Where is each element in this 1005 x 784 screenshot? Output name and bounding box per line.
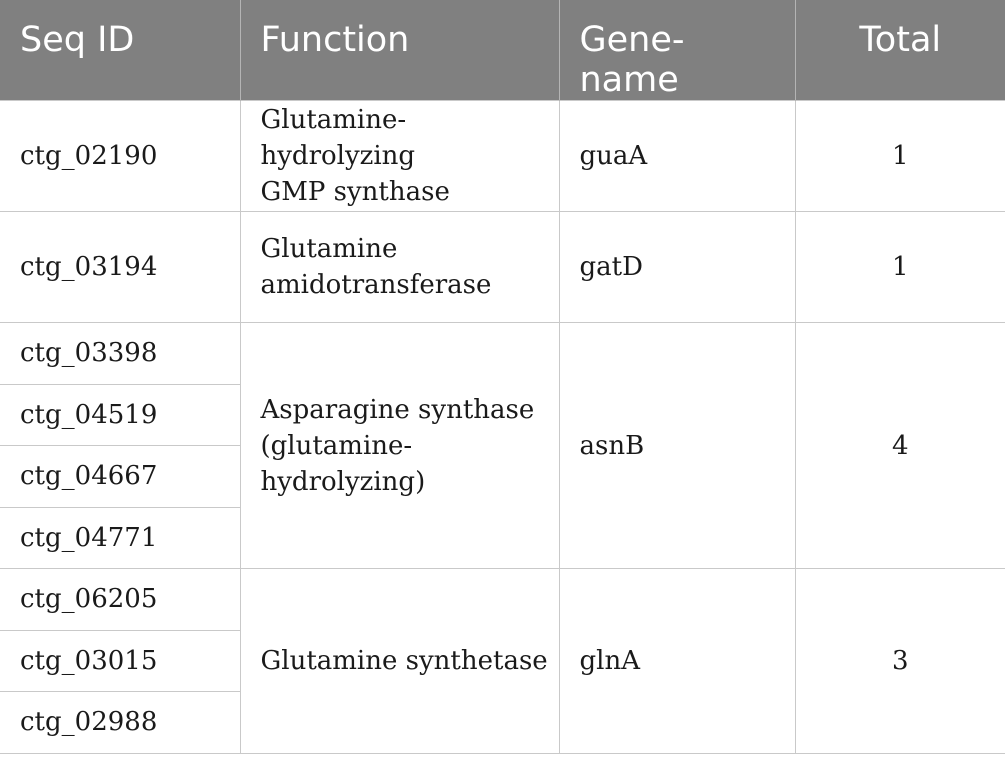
function-line: (glutamine- [260,430,413,461]
seq-id-cell: ctg_03194 [0,211,241,323]
function-cell: Glutamine-hydrolyzing GMP synthase [239,100,560,212]
table-row: ctg_04667 [0,445,1005,508]
seq-id-cell: ctg_04771 [0,506,241,569]
table-row: ctg_02190 Glutamine-hydrolyzing GMP synth… [0,100,1005,212]
total-cell: 1 [794,100,1005,212]
header-gene-line2: name [579,60,679,100]
seq-id-cell: ctg_02190 [0,100,241,212]
seq-id-cell: ctg_02988 [0,691,241,754]
header-gene-name: Gene-name [559,0,796,101]
seq-id-cell: ctg_03015 [0,629,241,692]
seq-id-cell: ctg_06205 [0,568,241,631]
header-row: Seq ID Function Gene-name Total [0,0,1005,101]
function-line: GMP synthase [260,177,450,207]
gene-cell: asnB [558,322,796,569]
table-row: ctg_06205 Glutamine synthetase glnA 3 [0,568,1005,754]
table-row: ctg_03194 Glutamine amidotransferase gatD… [0,211,1005,323]
data-table: Seq ID Function Gene-name Total ctg_0219… [0,0,1005,754]
header-seq-id: Seq ID [0,0,241,101]
function-line: Glutamine-hydrolyzing [260,105,416,171]
header-function: Function [240,0,560,101]
total-cell: 4 [794,322,1005,569]
table-row: ctg_03398 Asparagine synthase (glutamine-… [0,322,1005,569]
function-cell: Glutamine synthetase [239,568,560,754]
header-total: Total [795,0,1005,101]
gene-cell: guaA [558,100,796,212]
table-row: ctg_02988 [0,691,1005,754]
function-line: Glutamine [260,234,398,264]
total-cell: 1 [794,211,1005,323]
table-row: ctg_04519 [0,383,1005,446]
total-cell: 3 [794,568,1005,754]
seq-id-cell: ctg_03398 [0,322,241,385]
gene-cell: glnA [558,568,796,754]
table-row: ctg_04771 [0,506,1005,569]
function-line: Asparagine synthase [260,394,535,425]
header-gene-line1: Gene- [579,20,685,60]
function-cell: Glutamine amidotransferase [239,211,560,323]
seq-id-cell: ctg_04519 [0,383,241,446]
seq-id-cell: ctg_04667 [0,445,241,508]
gene-cell: gatD [558,211,796,323]
function-line: hydrolyzing) [260,466,426,497]
function-cell: Asparagine synthase (glutamine-hydrolyzin… [239,322,560,569]
function-line: amidotransferase [260,270,492,300]
